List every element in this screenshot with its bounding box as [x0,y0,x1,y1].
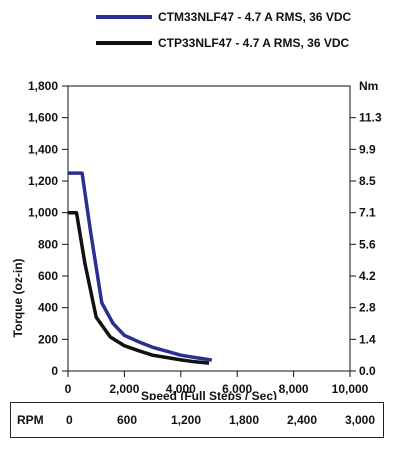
y2-tick-label: 5.6 [359,237,376,251]
y-tick-label: 800 [38,237,58,251]
y2-tick-label: 4.2 [359,269,376,283]
y-tick-label: 200 [38,332,58,346]
y-tick-label: 1,000 [28,206,58,220]
rpm-value: 1,800 [229,413,260,427]
series-line-ctp33 [68,210,210,365]
rpm-label: RPM [17,413,44,427]
y-tick-label: 400 [38,301,58,315]
y-tick-label: 1,600 [28,111,58,125]
x-tick-label: 0 [65,382,72,396]
x-tick-label: 6,000 [222,382,252,396]
series-layer [68,171,213,365]
y-tick-label: 1,200 [28,174,58,188]
rpm-value: 1,200 [171,413,202,427]
x-tick-label: 8,000 [279,382,309,396]
x-axis-title: Speed (Full Steps / Sec) [141,389,277,400]
y2-tick-label: 8.5 [359,174,376,188]
y-axis-title: Torque (oz-in) [11,258,25,337]
plot-frame [67,85,351,372]
legend: CTM33NLF47 - 4.7 A RMS, 36 VDC CTP33NLF4… [96,10,351,50]
y-tick-label: 0 [51,364,58,378]
y2-tick-label: 2.8 [359,301,376,315]
legend-label-ctp33: CTP33NLF47 - 4.7 A RMS, 36 VDC [158,36,349,50]
rpm-value: 3,000 [345,413,376,427]
rpm-value: 600 [117,413,138,427]
y2-tick-label: 0.0 [359,364,376,378]
y-axis-left: 0 200 400 600 800 1,000 1,200 1,400 1,600 1,800 [28,79,68,378]
y-tick-label: 600 [38,269,58,283]
x-axis: 0 2,000 4,000 6,000 8,000 10,000 [65,371,369,396]
x-tick-label: 2,000 [109,382,139,396]
y-tick-label: 1,800 [28,79,58,93]
x-tick-label: 10,000 [332,382,369,396]
y2-tick-label: 7.1 [359,206,376,220]
torque-speed-chart: CTM33NLF47 - 4.7 A RMS, 36 VDC CTP33NLF4… [11,10,382,400]
y2-tick-label: 11.3 [359,111,382,125]
x-tick-label: 4,000 [166,382,196,396]
y2-axis-unit: Nm [359,79,378,93]
y-tick-label: 1,400 [28,142,58,156]
legend-label-ctm33: CTM33NLF47 - 4.7 A RMS, 36 VDC [158,10,351,24]
series-line-ctm33 [68,171,213,362]
y2-tick-label: 1.4 [359,332,376,346]
y2-tick-label: 9.9 [359,142,376,156]
rpm-value: 0 [66,413,73,427]
y-axis-right: 0.0 1.4 2.8 4.2 5.6 7.1 8.5 9.9 11.3 [350,111,382,378]
rpm-table: RPM 0 600 1,200 1,800 2,400 3,000 [10,402,384,438]
rpm-value: 2,400 [287,413,318,427]
